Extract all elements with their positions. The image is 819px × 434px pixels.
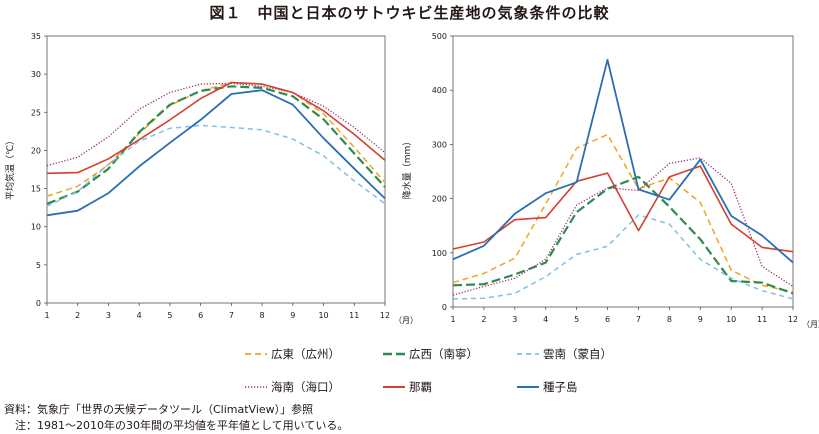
y-tick-label: 20 xyxy=(31,146,41,155)
y-tick-label: 100 xyxy=(432,249,447,258)
x-tick-label: 4 xyxy=(137,311,142,320)
series-line xyxy=(452,157,794,296)
series-line xyxy=(452,175,794,295)
y-tick-label: 300 xyxy=(432,140,447,149)
legend-label: 海南（海口） xyxy=(271,380,340,394)
x-tick-label: 3 xyxy=(106,311,111,320)
legend-label: 雲南（蒙自） xyxy=(543,347,612,361)
x-tick-label: 10 xyxy=(318,311,328,320)
plot-area-frame xyxy=(452,35,794,308)
y-tick-label: 400 xyxy=(432,86,447,95)
series-line xyxy=(452,165,794,253)
legend: 広東（広州） 広西（南寧） 雲南（蒙自） 海南（海口） 那覇 種子島 xyxy=(245,347,612,394)
x-tick-label: 7 xyxy=(636,315,641,324)
y-tick-label: 500 xyxy=(432,32,447,41)
x-tick-label: 1 xyxy=(44,311,49,320)
series-line xyxy=(46,124,386,207)
x-tick-label: 11 xyxy=(757,315,767,324)
x-tick-label: 10 xyxy=(726,315,736,324)
legend-label: 広東（広州） xyxy=(271,347,340,361)
x-tick-label: 1 xyxy=(450,315,455,324)
y-tick-label: 15 xyxy=(31,185,41,194)
legend-label: 那覇 xyxy=(409,380,432,394)
y-tick-label: 35 xyxy=(31,32,41,41)
x-tick-label: 7 xyxy=(229,311,234,320)
plot-area-frame xyxy=(46,35,386,304)
x-tick-label: 12 xyxy=(380,311,390,320)
x-tick-label: 11 xyxy=(349,311,359,320)
x-tick-label: 9 xyxy=(698,315,703,324)
x-axis-unit: （月） xyxy=(394,316,418,325)
x-tick-label: 12 xyxy=(788,315,798,324)
y-tick-label: 0 xyxy=(36,299,41,308)
x-tick-label: 5 xyxy=(167,311,172,320)
x-tick-label: 2 xyxy=(75,311,80,320)
x-tick-label: 5 xyxy=(574,315,579,324)
y-tick-label: 0 xyxy=(442,303,447,312)
x-tick-label: 4 xyxy=(543,315,548,324)
x-tick-label: 6 xyxy=(605,315,610,324)
notes: 資料：気象庁「世界の天候データツール（ClimatView）」参照 注：1981… xyxy=(4,402,348,434)
series-line xyxy=(46,81,386,197)
x-axis-unit: （月） xyxy=(802,320,819,329)
y-tick-label: 10 xyxy=(31,223,41,232)
x-tick-label: 8 xyxy=(260,311,265,320)
series-line xyxy=(46,81,386,175)
footnote: 注：1981～2010年の30年間の平均値を平年値として用いている。 xyxy=(4,419,349,432)
legend-label: 広西（南寧） xyxy=(409,347,478,361)
source-note: 資料：気象庁「世界の天候データツール（ClimatView）」参照 xyxy=(4,403,314,416)
series-line xyxy=(452,133,794,293)
y-tick-label: 25 xyxy=(31,108,41,117)
y-tick-label: 200 xyxy=(432,195,447,204)
series-line xyxy=(46,89,386,217)
x-tick-label: 6 xyxy=(198,311,203,320)
series-line xyxy=(46,82,386,167)
x-tick-label: 2 xyxy=(481,315,486,324)
x-tick-label: 8 xyxy=(667,315,672,324)
y-axis-label: 降水量（mm） xyxy=(401,137,413,200)
figure-title: 図１ 中国と日本のサトウキビ生産地の気象条件の比較 xyxy=(209,4,610,22)
y-axis-label: 平均気温（℃） xyxy=(4,136,16,200)
x-tick-label: 9 xyxy=(290,311,295,320)
precipitation-chart: 0100200300400500123456789101112（月）降水量（mm… xyxy=(401,32,819,329)
legend-label: 種子島 xyxy=(543,380,578,394)
y-tick-label: 5 xyxy=(36,261,41,270)
series-line xyxy=(452,58,794,264)
x-tick-label: 3 xyxy=(512,315,517,324)
series-line xyxy=(46,85,386,205)
series-line xyxy=(452,214,794,300)
y-tick-label: 30 xyxy=(31,70,41,79)
